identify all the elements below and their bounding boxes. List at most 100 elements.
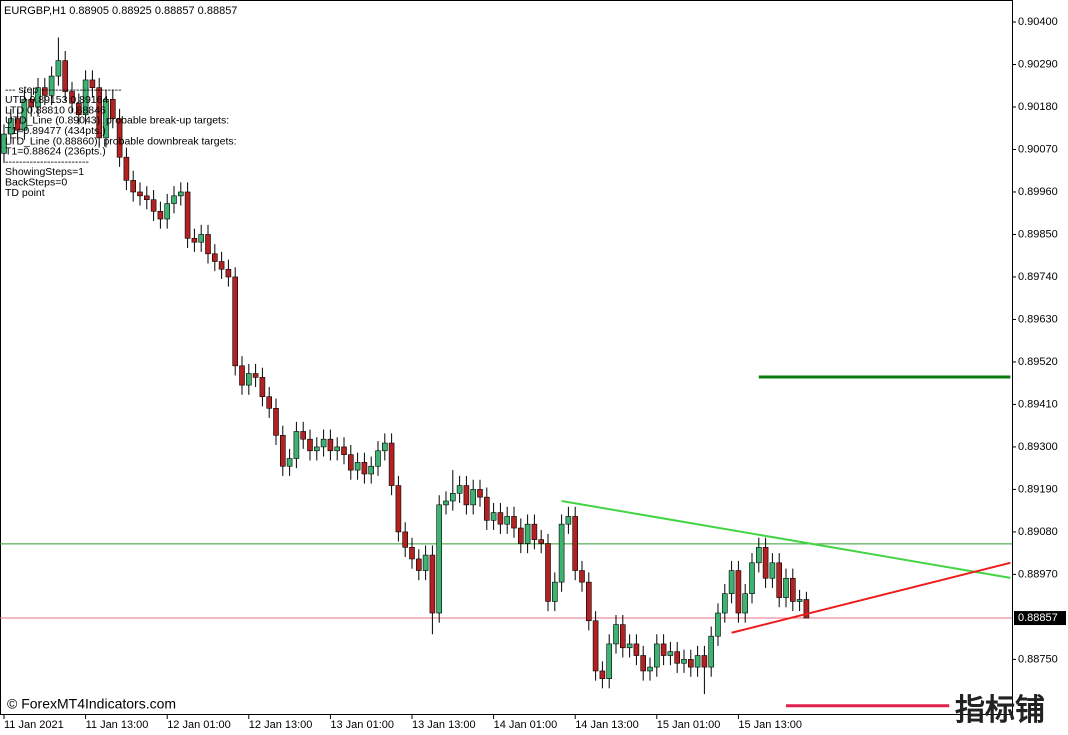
candle-body (422, 554, 429, 571)
candle-body (48, 75, 55, 96)
candle-body (694, 655, 701, 668)
candle-body (524, 523, 531, 544)
candle-body (660, 643, 667, 656)
candle-body (565, 516, 572, 525)
y-tick-label: 0.88970 (1018, 568, 1058, 580)
y-tick-label: 0.89410 (1018, 398, 1058, 410)
indicator-text: BackSteps=0 (5, 176, 67, 188)
indicator-text: T1=0.89477 (434pts.) (5, 125, 106, 137)
candle-body (585, 581, 592, 622)
x-tick-label: 12 Jan 13:00 (249, 719, 313, 731)
candle-body (769, 562, 776, 579)
candle-body (721, 593, 728, 614)
candle-body (483, 496, 490, 521)
candle-body (62, 60, 69, 92)
candle-body (368, 465, 375, 475)
x-tick-label: 11 Jan 2021 (4, 719, 64, 731)
x-tick-label: 14 Jan 13:00 (575, 719, 639, 731)
candle-body (110, 98, 116, 119)
candle-body (538, 539, 545, 544)
candle-body (551, 581, 558, 602)
logo: 指标铺 (955, 694, 1045, 727)
candle-body (755, 547, 762, 564)
candle-body (640, 655, 647, 672)
candle-body (633, 643, 640, 656)
chart-title: EURGBP,H1 0.88905 0.88925 0.88857 0.8885… (4, 5, 237, 17)
candle-body (191, 238, 198, 243)
candle-body (504, 516, 511, 525)
candle-body (715, 612, 721, 637)
candle-body (21, 98, 28, 131)
candle-body (212, 253, 218, 262)
y-tick-label: 0.90180 (1018, 101, 1058, 113)
candle-body (14, 118, 21, 131)
y-tick-label: 0.89520 (1018, 356, 1058, 368)
candle-body (517, 527, 524, 544)
x-tick-label: 11 Jan 13:00 (86, 719, 149, 731)
indicator-text: UTD_Line (0.89043), probable break-up ta… (5, 115, 229, 127)
candle-body (123, 156, 130, 181)
candle-body (252, 373, 259, 378)
candle-body (28, 98, 35, 108)
trend-line (561, 500, 1011, 579)
trend-line (731, 561, 1011, 634)
candle-body (708, 635, 715, 668)
candle-body (354, 462, 361, 471)
indicator-text: UTD 0.89153 0.89164 (5, 94, 108, 106)
candle-body (490, 512, 497, 521)
candle-body (606, 643, 613, 679)
candle-body (55, 60, 62, 77)
candle-body (35, 87, 41, 108)
y-tick-label: 0.89080 (1018, 526, 1058, 538)
candle-body (449, 492, 456, 502)
candle-body (150, 199, 157, 212)
candle-body (619, 624, 626, 649)
y-tick-label: 0.90400 (1018, 16, 1058, 28)
candle-body (184, 191, 191, 239)
candle-body (762, 547, 769, 579)
y-tick-label: 0.88750 (1018, 653, 1058, 665)
y-tick-label: 0.89740 (1018, 271, 1058, 283)
candle-body (89, 79, 96, 88)
candle-body (239, 365, 245, 386)
x-tick-label: 13 Jan 01:00 (330, 719, 394, 731)
candle-body (456, 485, 463, 494)
candle-body (415, 558, 422, 571)
y-tick-label: 0.89300 (1018, 441, 1058, 453)
candle-body (443, 500, 449, 506)
candle-body (653, 643, 660, 668)
y-tick-label: 0.89960 (1018, 186, 1058, 198)
candle-body (599, 670, 606, 679)
y-tick-label: 0.90070 (1018, 143, 1058, 155)
candle-body (613, 624, 619, 645)
candle-body (320, 438, 327, 448)
candle-body (681, 659, 687, 664)
candle-body (558, 523, 565, 583)
indicator-text: --- step ----------------------- (5, 84, 122, 96)
candle-body (361, 462, 368, 475)
candle-body (347, 454, 354, 471)
candle-body (327, 438, 334, 452)
x-tick-label: 12 Jan 01:00 (167, 719, 231, 731)
indicator-text: ShowingSteps=1 (5, 166, 84, 178)
candle-body (82, 79, 89, 116)
candle-body (497, 512, 504, 525)
candle-body (307, 438, 313, 452)
candle-body (789, 577, 796, 602)
candle-body (225, 268, 232, 278)
indicator-text: TD point (5, 187, 45, 199)
candle-body (742, 593, 749, 614)
candle-body (144, 195, 150, 201)
candle-body (41, 87, 48, 96)
candle-body (667, 651, 674, 656)
candle-body (388, 442, 395, 486)
candle-body (463, 485, 470, 506)
candle-body (103, 98, 109, 139)
candle-body (157, 210, 164, 220)
candle-body (76, 102, 82, 116)
candle-body (647, 666, 653, 672)
candle-body (626, 643, 633, 649)
candle-body (232, 276, 238, 367)
candle-body (164, 203, 170, 220)
y-tick-label: 0.89630 (1018, 313, 1058, 325)
